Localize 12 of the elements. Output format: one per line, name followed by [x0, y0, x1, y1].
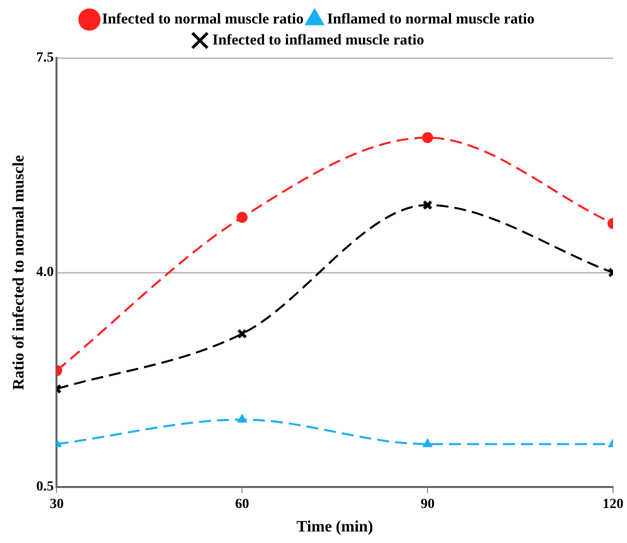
x-tick-label: 60 [235, 497, 250, 512]
x-tick-label: 90 [420, 497, 435, 512]
x-tick-label: 30 [50, 497, 64, 512]
y-tick-label: 4.0 [36, 265, 54, 280]
x-axis-title: Time (min) [296, 518, 374, 536]
legend-label: Infected to inflamed muscle ratio [212, 32, 424, 48]
y-tick-label: 0.5 [36, 480, 54, 495]
x-tick-label: 120 [602, 497, 624, 512]
legend-label: Infected to normal muscle ratio [102, 11, 304, 28]
y-axis-title: Ratio of infected to normal muscle [10, 154, 28, 390]
y-tick-label: 7.5 [36, 50, 54, 66]
legend-label: Inflamed to normal muscle ratio [327, 11, 535, 28]
